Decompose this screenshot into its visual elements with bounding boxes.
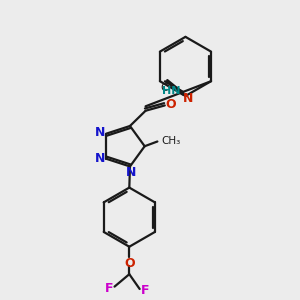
Text: N: N <box>94 152 105 165</box>
Text: CH₃: CH₃ <box>162 136 181 146</box>
Text: C: C <box>160 83 168 93</box>
Text: O: O <box>124 257 135 270</box>
Text: F: F <box>105 283 113 296</box>
Text: N: N <box>126 167 136 179</box>
Text: F: F <box>141 284 149 297</box>
Text: N: N <box>183 92 193 105</box>
Text: N: N <box>94 126 105 139</box>
Text: HN: HN <box>162 86 180 96</box>
Text: O: O <box>165 98 176 111</box>
